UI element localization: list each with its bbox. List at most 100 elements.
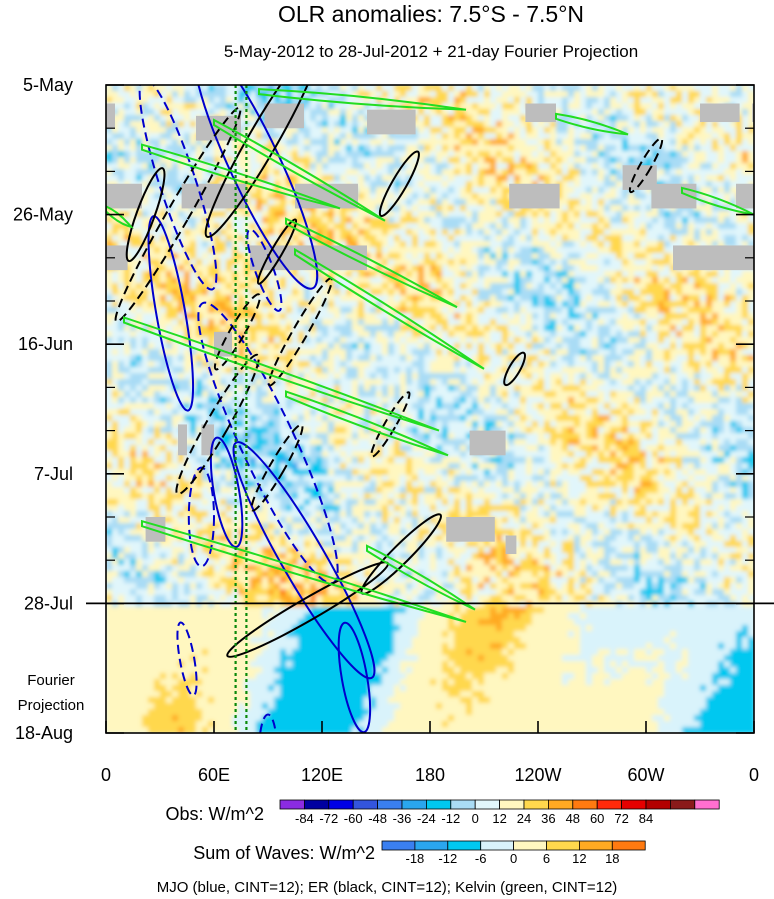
anomaly-cell (544, 229, 551, 236)
anomaly-cell (736, 133, 743, 140)
anomaly-cell (496, 235, 503, 242)
anomaly-cell (562, 151, 569, 158)
anomaly-cell (118, 355, 125, 362)
anomaly-cell (556, 247, 563, 254)
anomaly-cell (226, 253, 233, 260)
anomaly-cell (568, 343, 575, 350)
anomaly-cell (238, 91, 245, 98)
anomaly-cell (334, 121, 341, 128)
anomaly-cell (412, 205, 419, 212)
anomaly-cell (514, 265, 521, 272)
anomaly-cell (418, 151, 425, 158)
anomaly-cell (286, 319, 293, 326)
anomaly-cell (280, 145, 287, 152)
anomaly-cell (226, 361, 233, 368)
anomaly-cell (472, 217, 479, 224)
anomaly-cell (424, 109, 431, 116)
anomaly-cell (232, 247, 239, 254)
anomaly-cell (544, 259, 551, 266)
anomaly-cell (616, 247, 623, 254)
anomaly-cell (724, 151, 731, 158)
anomaly-cell (646, 295, 653, 302)
plot-area (106, 85, 754, 733)
anomaly-cell (226, 229, 233, 236)
anomaly-cell (616, 121, 623, 128)
anomaly-cell (310, 343, 317, 350)
anomaly-cell (142, 205, 149, 212)
anomaly-cell (292, 157, 299, 164)
anomaly-cell (160, 325, 167, 332)
anomaly-cell (442, 301, 449, 308)
anomaly-cell (544, 355, 551, 362)
anomaly-cell (616, 187, 623, 194)
anomaly-cell (424, 319, 431, 326)
anomaly-cell (274, 241, 281, 248)
anomaly-cell (238, 283, 245, 290)
anomaly-cell (208, 355, 215, 362)
anomaly-cell (586, 235, 593, 242)
anomaly-cell (634, 97, 641, 104)
anomaly-cell (148, 145, 155, 152)
anomaly-cell (376, 337, 383, 344)
anomaly-cell (316, 223, 323, 230)
anomaly-cell (550, 217, 557, 224)
anomaly-cell (154, 247, 161, 254)
anomaly-cell (472, 235, 479, 242)
anomaly-cell (340, 355, 347, 362)
anomaly-cell (502, 253, 509, 260)
anomaly-cell (478, 331, 485, 338)
anomaly-cell (436, 163, 443, 170)
anomaly-cell (388, 223, 395, 230)
anomaly-cell (178, 151, 185, 158)
anomaly-cell (646, 331, 653, 338)
anomaly-cell (424, 85, 431, 92)
anomaly-cell (514, 241, 521, 248)
anomaly-cell (394, 229, 401, 236)
anomaly-cell (292, 235, 299, 242)
anomaly-cell (244, 181, 251, 188)
anomaly-cell (346, 355, 353, 362)
anomaly-cell (568, 199, 575, 206)
anomaly-cell (502, 127, 509, 134)
anomaly-cell (550, 319, 557, 326)
anomaly-cell (130, 91, 137, 98)
anomaly-cell (364, 139, 371, 146)
anomaly-cell (502, 343, 509, 350)
anomaly-cell (568, 349, 575, 356)
anomaly-cell (136, 289, 143, 296)
anomaly-cell (646, 157, 653, 164)
anomaly-cell (244, 319, 251, 326)
anomaly-cell (526, 307, 533, 314)
anomaly-cell (460, 91, 467, 98)
anomaly-cell (364, 349, 371, 356)
anomaly-cell (328, 121, 335, 128)
anomaly-cell (628, 235, 635, 242)
anomaly-cell (670, 97, 677, 104)
anomaly-cell (514, 289, 521, 296)
anomaly-cell (340, 325, 347, 332)
anomaly-cell (472, 157, 479, 164)
anomaly-cell (196, 283, 203, 290)
anomaly-cell (688, 151, 695, 158)
anomaly-cell (736, 85, 743, 92)
anomaly-cell (676, 121, 683, 128)
anomaly-cell (664, 343, 671, 350)
anomaly-cell (514, 337, 521, 344)
anomaly-cell (304, 331, 311, 338)
anomaly-cell (748, 175, 754, 182)
anomaly-cell (142, 91, 149, 98)
anomaly-cell (508, 163, 515, 170)
anomaly-cell (124, 361, 131, 368)
anomaly-cell (736, 97, 743, 104)
anomaly-cell (244, 157, 251, 164)
anomaly-cell (664, 127, 671, 134)
anomaly-cell (388, 139, 395, 146)
anomaly-cell (424, 235, 431, 242)
anomaly-cell (166, 217, 173, 224)
anomaly-cell (244, 115, 251, 122)
anomaly-cell (490, 253, 497, 260)
anomaly-cell (154, 133, 161, 140)
anomaly-cell (160, 127, 167, 134)
anomaly-cell (658, 211, 665, 218)
anomaly-cell (580, 325, 587, 332)
